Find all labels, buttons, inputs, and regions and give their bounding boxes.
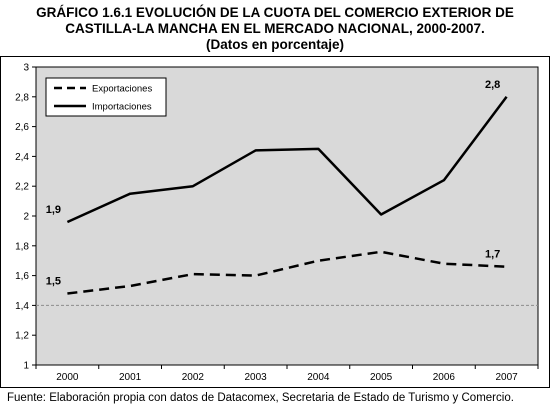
legend-label: Exportaciones [92, 84, 152, 95]
y-tick-label: 1,4 [15, 301, 29, 312]
y-tick-label: 1,8 [15, 241, 29, 252]
y-tick-label: 2,6 [15, 122, 29, 133]
data-label: 1,5 [46, 275, 61, 287]
y-tick-label: 2,4 [15, 152, 29, 163]
series-line-exportaciones [67, 250, 507, 295]
y-tick-label: 1,6 [15, 271, 29, 282]
source-note: Fuente: Elaboración propia con datos de … [7, 392, 514, 404]
x-tick-label: 2006 [433, 372, 456, 383]
x-tick-label: 2003 [245, 372, 268, 383]
y-tick-label: 1,2 [15, 331, 29, 342]
x-tick-label: 2002 [182, 372, 205, 383]
x-tick-label: 2004 [307, 372, 330, 383]
x-tick-label: 2005 [370, 372, 393, 383]
y-tick-label: 1 [23, 361, 29, 372]
data-label: 2,8 [485, 79, 500, 91]
data-label: 1,9 [46, 204, 61, 216]
x-tick-label: 2007 [496, 372, 519, 383]
chart-title-line-2: CASTILLA-LA MANCHA EN EL MERCADO NACIONA… [65, 21, 485, 36]
plot-area [35, 66, 539, 366]
legend-box [45, 77, 167, 117]
y-tick-label: 2,2 [15, 182, 29, 193]
x-tick-label: 2001 [119, 372, 142, 383]
chart-subtitle: (Datos en porcentaje) [205, 37, 345, 52]
series-line-importaciones [66, 96, 508, 224]
y-tick-label: 3 [23, 63, 29, 74]
x-tick-label: 2000 [56, 372, 79, 383]
data-label: 1,7 [485, 249, 500, 261]
chart-title-line-1: GRÁFICO 1.6.1 EVOLUCIÓN DE LA CUOTA DEL … [36, 5, 514, 20]
y-tick-label: 2,8 [15, 92, 29, 103]
legend-label: Importaciones [92, 102, 152, 113]
y-tick-label: 2 [23, 212, 29, 223]
line-chart: 1 1,2 1,4 1,6 1,8 2 2,2 2,4 2,6 2,8 3 2000 2001 2002 2… [0, 56, 550, 388]
